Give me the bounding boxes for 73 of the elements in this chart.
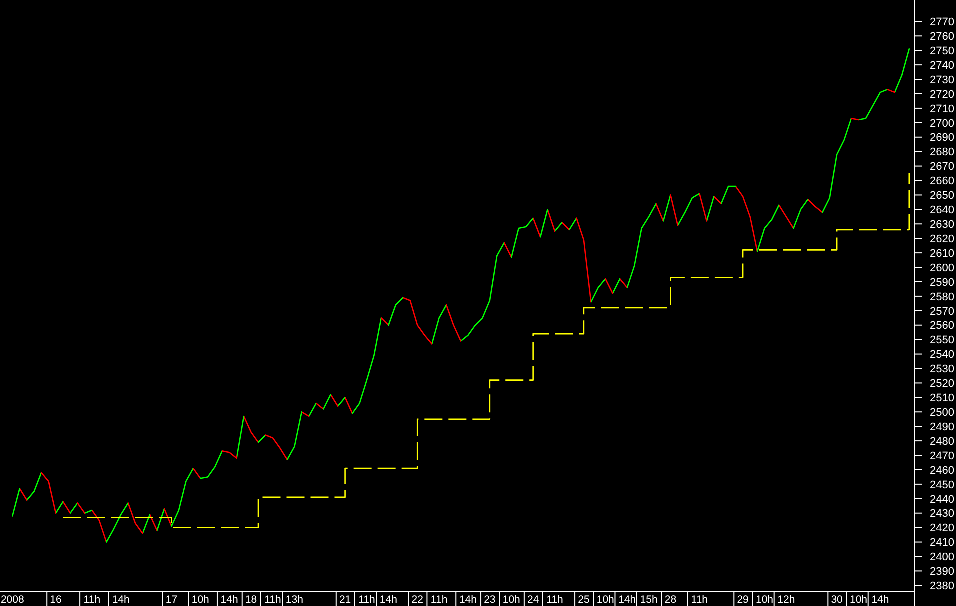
x-tick-label: 25 — [578, 594, 590, 606]
x-tick-label: 11h — [358, 594, 376, 606]
x-tick-label: 11h — [84, 594, 101, 606]
x-tick-label: 21 — [339, 594, 352, 606]
y-tick-label: 2600 — [930, 262, 954, 274]
y-tick-label: 2490 — [930, 421, 954, 434]
x-tick-label: 10h — [756, 594, 774, 606]
y-tick-label: 2430 — [930, 508, 954, 520]
y-tick-label: 2390 — [930, 566, 954, 578]
x-tick-label: 14h — [872, 594, 890, 606]
x-tick-label: 22 — [412, 594, 424, 606]
y-tick-label: 2630 — [930, 218, 954, 231]
x-tick-label: 14h — [459, 594, 478, 606]
x-tick-label: 16 — [50, 594, 62, 606]
y-tick-label: 2640 — [930, 204, 954, 217]
x-tick-label: 23 — [484, 594, 496, 606]
y-tick-label: 2500 — [930, 406, 954, 419]
y-tick-label: 2440 — [930, 494, 954, 506]
y-tick-label: 2450 — [930, 479, 954, 492]
y-tick-label: 2470 — [930, 450, 954, 462]
y-tick-label: 2380 — [930, 580, 954, 593]
x-tick-label: 10h — [502, 594, 521, 606]
y-tick-label: 2620 — [930, 233, 954, 246]
x-tick-label: 18 — [245, 594, 258, 606]
x-tick-label: 17 — [166, 594, 178, 606]
y-tick-label: 2400 — [930, 552, 954, 564]
x-tick-label: 11h — [264, 594, 282, 606]
y-tick-label: 2740 — [930, 60, 954, 72]
x-tick-label: 28 — [664, 594, 677, 606]
y-tick-label: 2760 — [930, 31, 954, 43]
x-tick-label: 29 — [737, 594, 750, 606]
x-tick-label: 11h — [546, 594, 564, 606]
y-tick-label: 2770 — [930, 16, 954, 29]
x-tick-label: 12h — [778, 594, 796, 606]
x-tick-label: 11h — [430, 594, 448, 606]
x-tick-label: 14h — [220, 594, 238, 606]
y-tick-label: 2650 — [930, 190, 954, 202]
y-tick-label: 2570 — [930, 306, 954, 318]
y-tick-label: 2530 — [930, 364, 954, 376]
x-tick-label: 10h — [850, 594, 868, 606]
y-tick-label: 2680 — [930, 146, 954, 159]
x-tick-label: 10h — [596, 594, 615, 606]
y-tick-label: 2420 — [930, 522, 954, 535]
y-tick-label: 2510 — [930, 392, 954, 405]
y-tick-label: 2560 — [930, 320, 954, 332]
x-tick-label: 10h — [192, 594, 210, 606]
x-tick-label: 14h — [380, 594, 398, 606]
y-tick-label: 2670 — [930, 161, 954, 174]
y-tick-label: 2690 — [930, 132, 954, 144]
x-tick-label: 24 — [527, 594, 540, 606]
x-tick-label: 11h — [691, 594, 708, 606]
y-tick-label: 2590 — [930, 276, 954, 289]
y-tick-label: 2540 — [930, 349, 954, 362]
y-tick-label: 2660 — [930, 176, 954, 188]
line-series — [12, 48, 910, 543]
y-tick-label: 2410 — [930, 537, 954, 550]
x-tick-label: 15h — [640, 594, 658, 606]
y-tick-label: 2580 — [930, 291, 954, 304]
y-tick-label: 2610 — [930, 248, 954, 260]
y-tick-label: 2730 — [930, 74, 954, 86]
y-tick-label: 2700 — [930, 118, 954, 130]
y-tick-label: 2550 — [930, 334, 954, 347]
x-tick-label: 2008 — [0, 594, 24, 606]
y-tick-label: 2750 — [930, 45, 954, 58]
x-tick-label: 14h — [618, 594, 636, 606]
y-tick-label: 2710 — [930, 103, 954, 116]
x-tick-label: 14h — [112, 594, 130, 606]
y-tick-label: 2520 — [930, 378, 954, 390]
y-tick-label: 2480 — [930, 436, 954, 448]
x-tick-label: 30 — [831, 594, 844, 606]
x-tick-label: 13h — [286, 594, 304, 606]
y-tick-label: 2720 — [930, 88, 954, 101]
y-tick-label: 2460 — [930, 464, 954, 477]
